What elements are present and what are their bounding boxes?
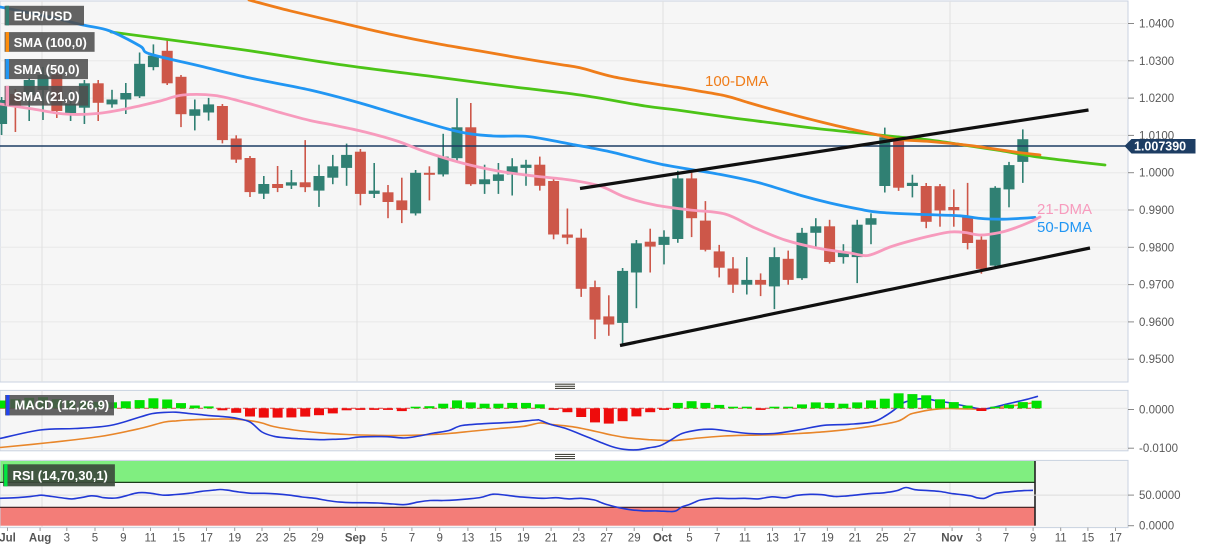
svg-text:Nov: Nov xyxy=(941,533,963,545)
svg-text:9: 9 xyxy=(120,533,126,545)
svg-text:13: 13 xyxy=(462,533,475,545)
svg-text:29: 29 xyxy=(311,533,324,545)
svg-text:0.9500: 0.9500 xyxy=(1139,354,1174,366)
svg-text:1.0000: 1.0000 xyxy=(1139,168,1174,180)
svg-text:23: 23 xyxy=(256,533,269,545)
svg-text:13: 13 xyxy=(766,533,779,545)
svg-text:11: 11 xyxy=(145,533,157,545)
svg-text:0.9800: 0.9800 xyxy=(1139,242,1174,254)
svg-text:21: 21 xyxy=(849,533,862,545)
svg-text:1.007390: 1.007390 xyxy=(1134,140,1186,154)
svg-text:1.0200: 1.0200 xyxy=(1139,93,1174,105)
svg-text:Aug: Aug xyxy=(29,533,51,545)
svg-text:7: 7 xyxy=(409,533,415,545)
svg-text:5: 5 xyxy=(381,533,387,545)
svg-text:3: 3 xyxy=(64,533,70,545)
svg-text:SMA (21,0): SMA (21,0) xyxy=(14,89,80,104)
svg-text:50.0000: 50.0000 xyxy=(1139,490,1181,502)
svg-text:SMA (100,0): SMA (100,0) xyxy=(14,35,87,50)
svg-text:5: 5 xyxy=(92,533,98,545)
svg-text:1.0400: 1.0400 xyxy=(1139,19,1174,31)
svg-text:EUR/USD: EUR/USD xyxy=(14,9,73,24)
svg-text:100-DMA: 100-DMA xyxy=(705,73,768,90)
svg-text:MACD (12,26,9): MACD (12,26,9) xyxy=(15,398,110,413)
svg-text:0.0000: 0.0000 xyxy=(1139,405,1174,417)
svg-text:27: 27 xyxy=(903,533,916,545)
svg-text:15: 15 xyxy=(1082,533,1095,545)
svg-text:5: 5 xyxy=(686,533,692,545)
svg-text:15: 15 xyxy=(172,533,185,545)
svg-text:11: 11 xyxy=(1055,533,1067,545)
svg-text:21: 21 xyxy=(545,533,558,545)
svg-text:Jul: Jul xyxy=(0,533,16,545)
svg-text:Oct: Oct xyxy=(653,533,672,545)
svg-text:SMA (50,0): SMA (50,0) xyxy=(14,62,80,77)
svg-text:11: 11 xyxy=(739,533,751,545)
svg-text:Sep: Sep xyxy=(345,533,366,545)
svg-text:29: 29 xyxy=(628,533,641,545)
svg-text:50-DMA: 50-DMA xyxy=(1037,219,1092,236)
svg-text:3: 3 xyxy=(976,533,982,545)
svg-text:19: 19 xyxy=(517,533,530,545)
svg-text:0.9600: 0.9600 xyxy=(1139,317,1174,329)
svg-text:25: 25 xyxy=(876,533,889,545)
svg-text:17: 17 xyxy=(200,533,213,545)
svg-text:23: 23 xyxy=(572,533,585,545)
svg-text:15: 15 xyxy=(489,533,502,545)
svg-text:7: 7 xyxy=(1003,533,1009,545)
svg-text:27: 27 xyxy=(600,533,613,545)
svg-text:19: 19 xyxy=(228,533,241,545)
svg-text:RSI (14,70,30,1): RSI (14,70,30,1) xyxy=(13,468,108,483)
svg-text:0.0000: 0.0000 xyxy=(1139,521,1174,533)
svg-text:17: 17 xyxy=(1109,533,1122,545)
svg-text:17: 17 xyxy=(793,533,806,545)
svg-text:9: 9 xyxy=(1030,533,1036,545)
svg-text:0.9900: 0.9900 xyxy=(1139,205,1174,217)
svg-text:25: 25 xyxy=(283,533,296,545)
svg-text:9: 9 xyxy=(436,533,442,545)
svg-text:0.9700: 0.9700 xyxy=(1139,280,1174,292)
svg-text:1.0300: 1.0300 xyxy=(1139,56,1174,68)
svg-text:19: 19 xyxy=(821,533,834,545)
svg-text:-0.0100: -0.0100 xyxy=(1139,443,1178,455)
svg-text:21-DMA: 21-DMA xyxy=(1037,201,1092,218)
svg-text:7: 7 xyxy=(714,533,720,545)
